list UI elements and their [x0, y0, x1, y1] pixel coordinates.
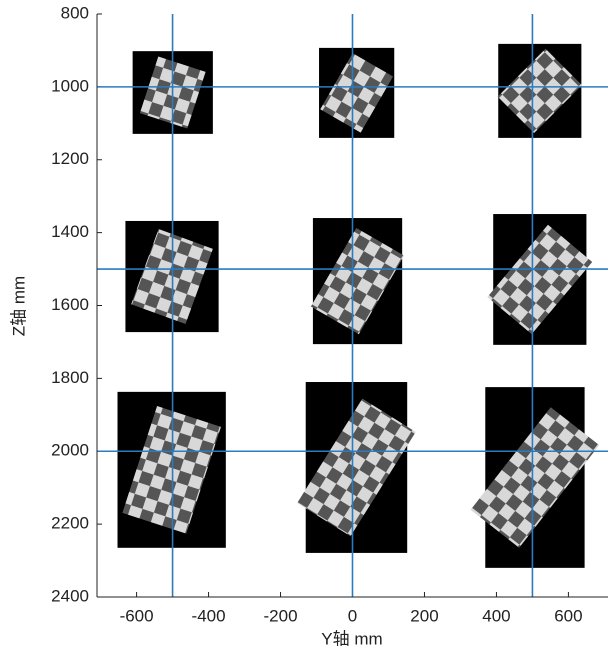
x-tick-label: 0	[348, 606, 357, 625]
y-tick-label: 1800	[51, 368, 89, 387]
x-tick-label: -200	[264, 606, 298, 625]
chart: Y轴 mm Z轴 mm -600 -400 -200 0 200 400 600 800 100…	[0, 0, 610, 659]
y-tick-label: 1600	[51, 295, 89, 314]
y-tick-label: 1200	[51, 149, 89, 168]
y-tick-label: 2400	[51, 586, 89, 605]
y-axis-label: Z轴 mm	[9, 276, 28, 336]
x-tick-label: 600	[554, 606, 582, 625]
y-tick-label: 2000	[51, 441, 89, 460]
x-tick-label: -600	[120, 606, 154, 625]
x-tick-label: 400	[482, 606, 510, 625]
y-tick-label: 1000	[51, 76, 89, 95]
x-axis-label: Y轴 mm	[321, 629, 382, 648]
x-tick-label: 200	[410, 606, 438, 625]
y-tick-label: 1400	[51, 222, 89, 241]
y-tick-label: 2200	[51, 514, 89, 533]
x-tick-label: -400	[192, 606, 226, 625]
y-tick-label: 800	[61, 3, 89, 22]
